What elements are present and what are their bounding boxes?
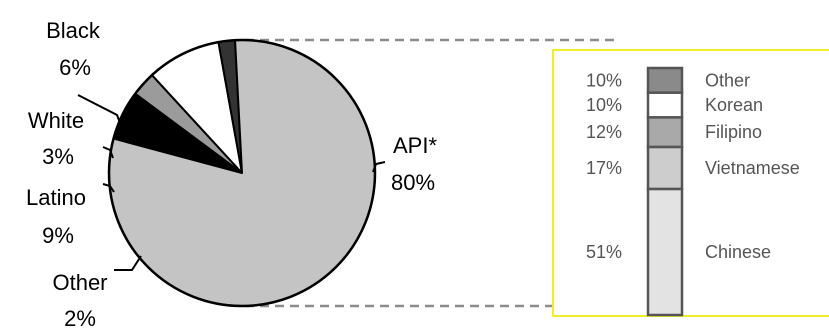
connector-lines bbox=[245, 38, 620, 308]
pie-value-api: 80% bbox=[391, 170, 435, 195]
bar-label-vietnamese: Vietnamese bbox=[705, 158, 800, 178]
bar-value-korean: 10% bbox=[586, 95, 622, 115]
bar-segment-other bbox=[646, 66, 684, 94]
bar-segment-chinese bbox=[646, 187, 684, 317]
breakdown-box bbox=[552, 49, 829, 317]
bar-value-other: 10% bbox=[586, 70, 622, 90]
bar-value-chinese: 51% bbox=[586, 242, 622, 262]
pie-label-latino: Latino bbox=[26, 185, 86, 210]
stacked-bar bbox=[646, 66, 684, 317]
pie-leader-lines bbox=[77, 94, 386, 271]
bar-label-other: Other bbox=[705, 70, 750, 90]
leader-api bbox=[372, 161, 386, 173]
pie-value-latino: 9% bbox=[42, 223, 74, 248]
bar-value-filipino: 12% bbox=[586, 122, 622, 142]
stacked-bar-labels: 10% Other 10% Korean 12% Filipino 17% Vietnames… bbox=[586, 70, 800, 262]
pie-chart bbox=[107, 38, 377, 308]
bar-label-filipino: Filipino bbox=[705, 122, 762, 142]
pie-value-white: 3% bbox=[42, 144, 74, 169]
leader-white bbox=[102, 146, 114, 159]
bar-label-chinese: Chinese bbox=[705, 242, 771, 262]
pie-label-api: API* bbox=[393, 133, 437, 158]
pie-value-other: 2% bbox=[64, 306, 96, 329]
bar-segment-vietnamese bbox=[646, 145, 684, 191]
pie-label-white: White bbox=[28, 108, 84, 133]
leader-other bbox=[114, 255, 142, 271]
pie-outline bbox=[107, 38, 377, 308]
leader-latino bbox=[102, 183, 115, 193]
pie-label-black: Black bbox=[46, 18, 101, 43]
bar-segment-filipino bbox=[646, 116, 684, 149]
pie-labels: API* 80% Black 6% White 3% Latino 9% Other 2% bbox=[26, 18, 437, 329]
leader-black bbox=[77, 94, 124, 132]
pie-value-black: 6% bbox=[59, 55, 91, 80]
bar-label-korean: Korean bbox=[705, 95, 763, 115]
pie-label-other: Other bbox=[52, 270, 107, 295]
bar-segment-korean bbox=[646, 91, 684, 119]
bar-value-vietnamese: 17% bbox=[586, 158, 622, 178]
